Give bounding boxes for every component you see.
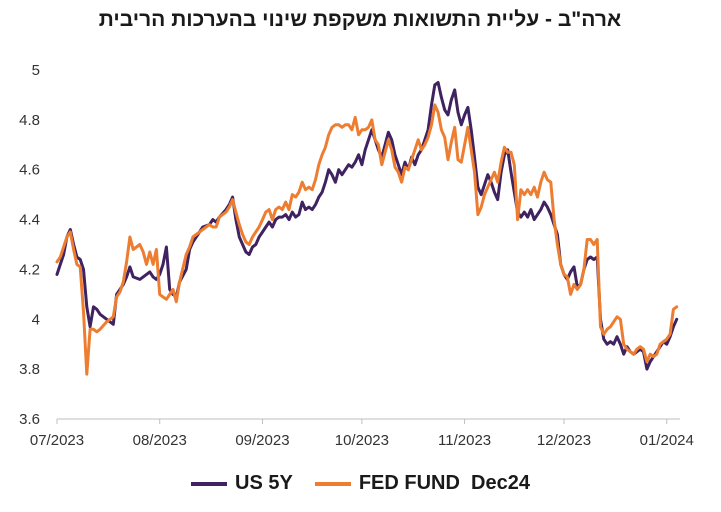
legend-label-us5y: US 5Y bbox=[235, 472, 293, 494]
legend-swatch-fed-fund bbox=[314, 481, 351, 486]
y-tick-label: 3.6 bbox=[19, 411, 40, 428]
y-axis-ticks: 3.6 3.8 4 4.2 4.4 4.6 4.8 5 bbox=[19, 62, 40, 428]
x-tick-label: 11/2023 bbox=[438, 432, 491, 449]
legend-label-fed-fund: FED FUND Dec24 bbox=[358, 472, 530, 494]
x-axis-ticks: 07/2023 08/2023 09/2023 10/2023 11/2023 12/20… bbox=[30, 419, 694, 449]
x-tick-label: 08/2023 bbox=[133, 432, 187, 449]
legend-item-fed-fund: FED FUND Dec24 bbox=[314, 472, 530, 495]
y-tick-label: 4.8 bbox=[19, 112, 40, 129]
x-tick-label: 12/2023 bbox=[537, 432, 591, 449]
y-tick-label: 5 bbox=[32, 62, 40, 79]
x-tick-label: 01/2024 bbox=[640, 432, 694, 449]
chart-title: ארה"ב - עליית התשואות משקפת שינוי בהערכו… bbox=[98, 8, 622, 31]
series-line-fed-fund bbox=[55, 103, 679, 376]
x-tick-label: 10/2023 bbox=[335, 432, 389, 449]
x-tick-label: 09/2023 bbox=[235, 432, 289, 449]
series-lines bbox=[55, 81, 679, 376]
y-tick-label: 4.4 bbox=[19, 212, 40, 229]
legend-swatch-us5y bbox=[191, 481, 228, 486]
y-tick-label: 4.2 bbox=[19, 261, 40, 278]
y-tick-label: 3.8 bbox=[19, 361, 40, 378]
legend: US 5Y FED FUND Dec24 bbox=[0, 472, 721, 495]
y-tick-label: 4.6 bbox=[19, 162, 40, 179]
series-line-us5y bbox=[55, 81, 679, 371]
y-tick-label: 4 bbox=[32, 311, 40, 328]
x-tick-label: 07/2023 bbox=[30, 432, 84, 449]
legend-item-us5y: US 5Y bbox=[191, 472, 293, 495]
